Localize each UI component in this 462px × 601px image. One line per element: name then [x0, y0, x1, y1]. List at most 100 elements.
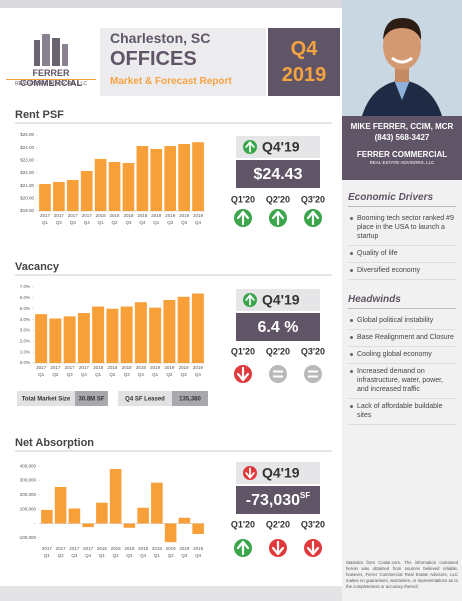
charts: Rent PSF $19.00 $20.00 $21.00 $22.00 $23.00 $2…: [15, 109, 332, 558]
bar: [122, 162, 135, 211]
icon-equal: [273, 370, 283, 378]
x-tick-label: Q1: [44, 553, 51, 558]
y-tick-label: 400,000: [20, 463, 37, 468]
x-tick-year: 2018: [96, 213, 107, 218]
report-subtitle: Market & Forecast Report: [110, 76, 232, 87]
logo-name: FERRER COMMERCIAL: [20, 68, 82, 88]
y-tick-label: 1.0%: [20, 349, 30, 354]
x-tick-year: 2017: [50, 365, 61, 370]
bar: [164, 523, 177, 543]
y-tick-label: 100,000: [20, 506, 37, 511]
x-tick-year: 2019: [151, 213, 162, 218]
x-tick-year: 2018: [137, 213, 148, 218]
trend-icon: [243, 140, 257, 154]
x-tick-label: Q4: [84, 220, 91, 225]
x-tick-label: Q2: [113, 553, 120, 558]
section-title: Vacancy: [15, 261, 60, 273]
bar: [134, 302, 147, 363]
forecast-label: Q1'20: [231, 519, 255, 529]
y-tick-label: 0.0%: [20, 360, 30, 365]
table-text: Total Market Size: [22, 397, 71, 403]
value-box: [236, 313, 320, 341]
bar: [77, 313, 90, 363]
x-tick-label: Q2: [166, 372, 173, 377]
x-tick-label: Q4: [81, 372, 88, 377]
y-tick-label: 200,000: [20, 492, 37, 497]
x-tick-year: 2017: [54, 213, 65, 218]
x-tick-label: Q3: [126, 553, 133, 558]
value-unit: SF: [300, 491, 310, 500]
x-tick-year: 2019: [193, 546, 204, 551]
agent-logo-name: FERRER COMMERCIAL: [356, 150, 448, 159]
x-tick-year: 2017: [69, 546, 80, 551]
icon-circle: [269, 365, 287, 383]
icon-arrow: [245, 141, 255, 153]
x-tick-year: 2017: [65, 365, 76, 370]
icon-arrow: [306, 210, 320, 226]
y-tick-label: 300,000: [20, 478, 37, 483]
period: Q4'19: [262, 139, 300, 155]
bar: [178, 517, 191, 524]
x-tick-label: Q4: [140, 553, 147, 558]
logo-sub: REAL ESTATE ADVISORS, LLC: [6, 79, 96, 87]
x-tick-label: Q4: [139, 220, 146, 225]
forecast-label: Q3'20: [301, 519, 325, 529]
value-box: [236, 486, 320, 514]
bar: [191, 293, 204, 363]
x-tick-year: 2019: [179, 546, 190, 551]
bar: [178, 143, 190, 211]
footer-band: [0, 586, 342, 601]
bar: [136, 146, 149, 211]
period: Q4'19: [262, 465, 300, 481]
x-tick-label: Q3: [71, 553, 78, 558]
trend-icon: [234, 209, 252, 227]
list-item: Lack of affordable buildable sites: [348, 399, 456, 425]
y-tick-label: 6.0%: [20, 295, 30, 300]
table-cell: [17, 391, 75, 406]
x-tick-label: Q1: [99, 553, 106, 558]
x-tick-year: 2017: [82, 213, 93, 218]
x-tick-year: 2019: [166, 546, 177, 551]
x-tick-label: Q1: [95, 372, 102, 377]
bar: [80, 170, 93, 211]
y-tick-label: 5.0%: [20, 306, 30, 311]
agent-phone: (843) 568-3427: [374, 133, 430, 142]
x-tick-label: Q2: [58, 553, 65, 558]
icon-arrow: [236, 540, 250, 556]
list-item: Cooling global economy: [348, 347, 456, 364]
value-number: -73,030: [246, 492, 300, 509]
icon-circle: [304, 365, 322, 383]
x-tick-year: 2019: [193, 213, 204, 218]
value: 6.4 %: [258, 319, 299, 336]
bar: [39, 184, 51, 211]
bar: [150, 148, 163, 211]
x-tick-year: 2019: [179, 365, 190, 370]
top-stripe: [0, 0, 342, 8]
bar: [82, 523, 94, 528]
x-tick-label: Q4: [195, 372, 202, 377]
table-cell: [172, 391, 208, 406]
bar: [92, 306, 105, 363]
list-item: Increased demand on infrastructure, wate…: [348, 364, 456, 399]
x-tick-label: Q1: [154, 553, 161, 558]
list-item: Booming tech sector ranked #9 place in t…: [348, 211, 456, 246]
bar: [137, 507, 149, 524]
x-tick-label: Q4: [85, 553, 92, 558]
period: Q4'19: [262, 292, 300, 308]
icon-arrow: [271, 210, 285, 226]
x-tick-label: Q1: [152, 372, 159, 377]
x-tick-label: Q4: [195, 220, 202, 225]
x-tick-label: Q4: [195, 553, 202, 558]
agent-name: MIKE FERRER, CCIM, MCR: [350, 122, 454, 131]
x-tick-label: Q2: [167, 220, 174, 225]
x-tick-label: Q1: [98, 220, 105, 225]
section-title: Net Absorption: [15, 437, 94, 449]
x-tick-label: Q3: [125, 220, 132, 225]
bar: [108, 161, 121, 211]
y-tick-label: $23.00: [20, 158, 34, 163]
x-tick-year: 2019: [193, 365, 204, 370]
x-tick-label: Q3: [181, 553, 188, 558]
trend-icon: [243, 293, 257, 307]
x-tick-year: 2017: [40, 213, 51, 218]
value-number: $24.43: [254, 166, 303, 183]
